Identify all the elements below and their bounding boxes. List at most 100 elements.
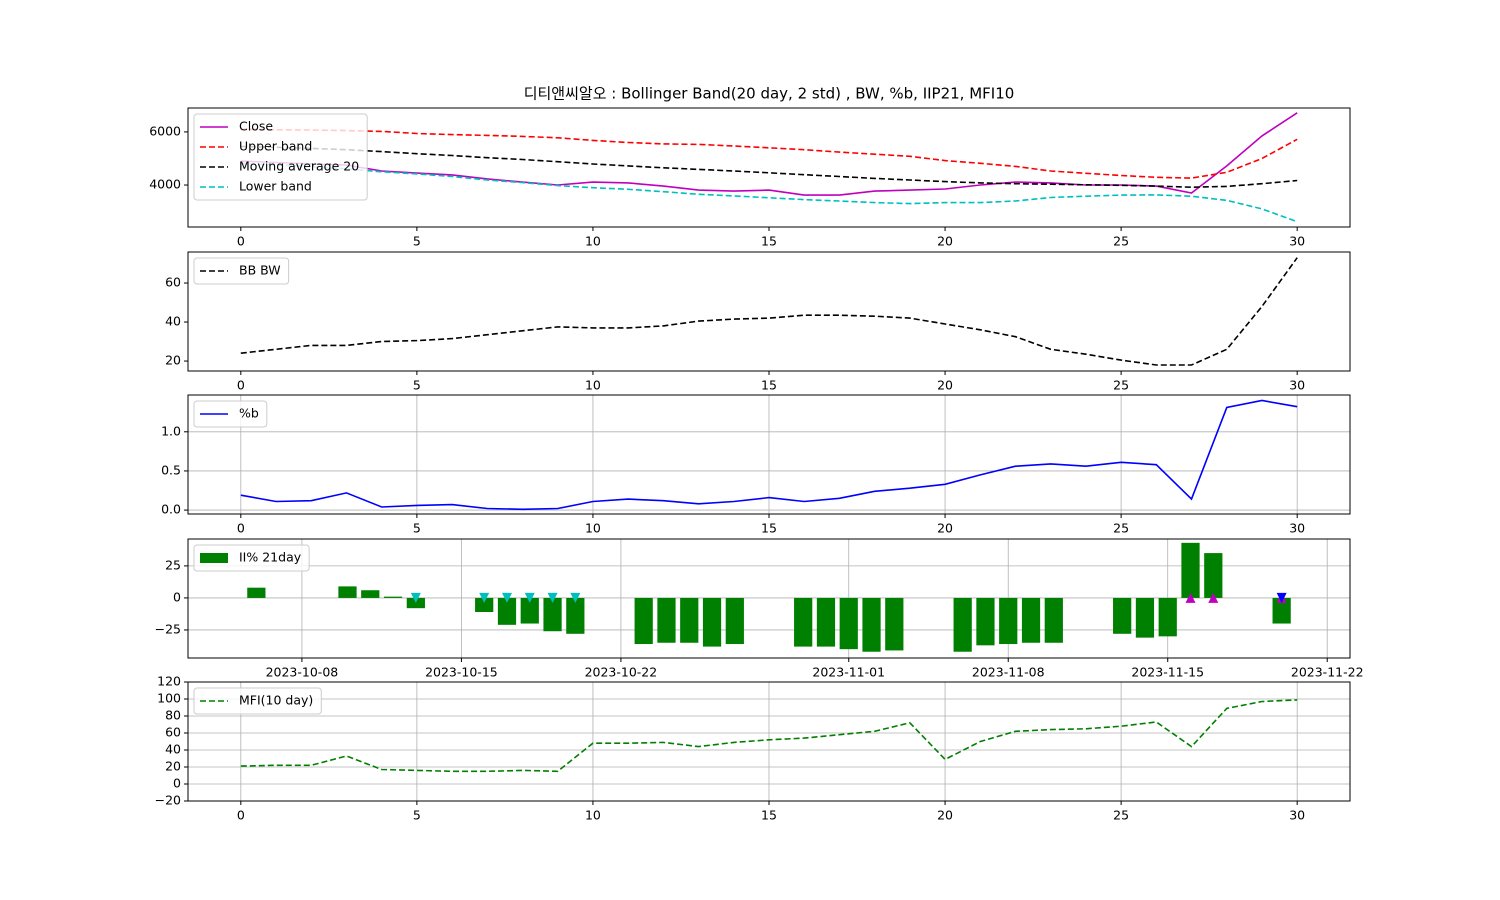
chart-title: 디티앤씨알오 : Bollinger Band(20 day, 2 std) ,… xyxy=(524,85,1015,103)
bar xyxy=(475,597,494,613)
panel: 0 5 10 15 20 25 30 20 40 60 BB BW xyxy=(165,251,1351,393)
bar xyxy=(406,597,425,609)
x-tick-label: 30 xyxy=(1289,808,1305,823)
panel: 2023-10-08 2023-10-15 2023-10-22 2023-11-01… xyxy=(155,538,1364,680)
y-tick-label: 80 xyxy=(165,708,181,723)
bar xyxy=(1181,542,1200,598)
bar xyxy=(1113,597,1132,634)
legend-box xyxy=(193,113,368,201)
plot-frame xyxy=(187,681,1351,802)
bar xyxy=(862,597,881,652)
y-tick-label: 4000 xyxy=(149,177,181,192)
signal-marker xyxy=(501,592,512,603)
plot-frame xyxy=(187,251,1351,372)
x-tick-label: 2023-10-08 xyxy=(266,665,339,680)
x-tick-label: 20 xyxy=(937,378,953,393)
plot-area xyxy=(188,252,1350,371)
bar xyxy=(1204,553,1223,598)
bar xyxy=(1044,597,1063,643)
y-tick-label: 20 xyxy=(165,759,181,774)
legend-label: BB BW xyxy=(239,263,281,278)
x-tick-label: 2023-11-15 xyxy=(1131,665,1204,680)
x-tick-label: 25 xyxy=(1113,234,1129,249)
bar xyxy=(702,597,722,647)
line xyxy=(240,257,1298,366)
line xyxy=(240,399,1298,511)
signal-marker xyxy=(1276,592,1287,603)
legend-label: Upper band xyxy=(239,139,312,154)
panel: 디티앤씨알오 : Bollinger Band(20 day, 2 std) ,… xyxy=(149,85,1351,249)
legend-label: Lower band xyxy=(239,179,312,194)
plot-frame xyxy=(187,107,1351,228)
x-tick-label: 10 xyxy=(585,378,601,393)
plot-area xyxy=(188,539,1350,658)
x-tick-label: 15 xyxy=(761,521,777,536)
legend: MFI(10 day) xyxy=(193,687,322,715)
bar xyxy=(816,597,836,647)
signal-marker xyxy=(570,592,581,603)
y-tick-label: 0.5 xyxy=(161,462,181,477)
y-tick-label: 40 xyxy=(165,314,181,329)
bar xyxy=(338,586,357,598)
panel: 0 5 10 15 20 25 30 0.0 0.5 1.0 %b xyxy=(161,394,1351,536)
x-tick-label: 5 xyxy=(413,521,421,536)
panel: 0 5 10 15 20 25 30 −20 0 20 40 60 80 100 120 MFI(10 day… xyxy=(155,674,1351,823)
bar xyxy=(1158,597,1177,637)
bar xyxy=(885,597,904,651)
signal-marker xyxy=(1208,592,1219,603)
bar xyxy=(634,597,653,645)
legend-label: II% 21day xyxy=(239,550,302,565)
x-tick-label: 30 xyxy=(1289,234,1305,249)
legend-box xyxy=(193,257,290,285)
legend: BB BW xyxy=(193,257,290,285)
x-tick-label: 0 xyxy=(237,521,245,536)
x-tick-label: 20 xyxy=(937,808,953,823)
legend-box xyxy=(193,400,268,428)
y-tick-label: 120 xyxy=(157,674,181,689)
x-tick-label: 10 xyxy=(585,521,601,536)
x-tick-label: 10 xyxy=(585,234,601,249)
signal-marker xyxy=(1185,592,1196,603)
signal-marker xyxy=(547,592,558,603)
bar xyxy=(497,597,517,625)
bar xyxy=(725,597,744,645)
legend: II% 21day xyxy=(193,544,310,572)
x-tick-label: 5 xyxy=(413,378,421,393)
x-tick-label: 20 xyxy=(937,234,953,249)
x-tick-label: 25 xyxy=(1113,808,1129,823)
line xyxy=(240,145,1298,189)
legend-swatch xyxy=(200,553,228,563)
legend-box xyxy=(193,687,322,715)
legend: Close Upper band Moving average 20 Lower ba… xyxy=(193,113,368,201)
bar xyxy=(566,597,585,634)
bar xyxy=(680,597,699,643)
y-tick-label: 60 xyxy=(165,275,181,290)
bar xyxy=(976,597,995,646)
y-tick-label: 6000 xyxy=(149,123,181,138)
x-tick-label: 25 xyxy=(1113,378,1129,393)
x-tick-label: 5 xyxy=(413,808,421,823)
bar xyxy=(383,596,403,598)
bar xyxy=(1135,597,1155,638)
y-tick-label: 60 xyxy=(165,725,181,740)
bar xyxy=(657,597,676,643)
signal-marker xyxy=(479,592,490,603)
x-tick-label: 0 xyxy=(237,234,245,249)
bar xyxy=(1021,597,1041,643)
x-tick-label: 2023-11-22 xyxy=(1291,665,1364,680)
plot-area xyxy=(188,108,1350,227)
bar xyxy=(999,597,1018,645)
bar xyxy=(1272,597,1291,624)
signal-marker xyxy=(410,592,421,603)
x-tick-label: 30 xyxy=(1289,521,1305,536)
y-tick-label: 40 xyxy=(165,742,181,757)
legend-box xyxy=(193,544,310,572)
x-tick-label: 30 xyxy=(1289,378,1305,393)
x-tick-label: 2023-11-08 xyxy=(972,665,1045,680)
plot-frame xyxy=(187,394,1351,515)
y-tick-label: 25 xyxy=(165,557,181,572)
x-tick-label: 25 xyxy=(1113,521,1129,536)
y-tick-label: 1.0 xyxy=(161,423,181,438)
x-tick-label: 15 xyxy=(761,378,777,393)
